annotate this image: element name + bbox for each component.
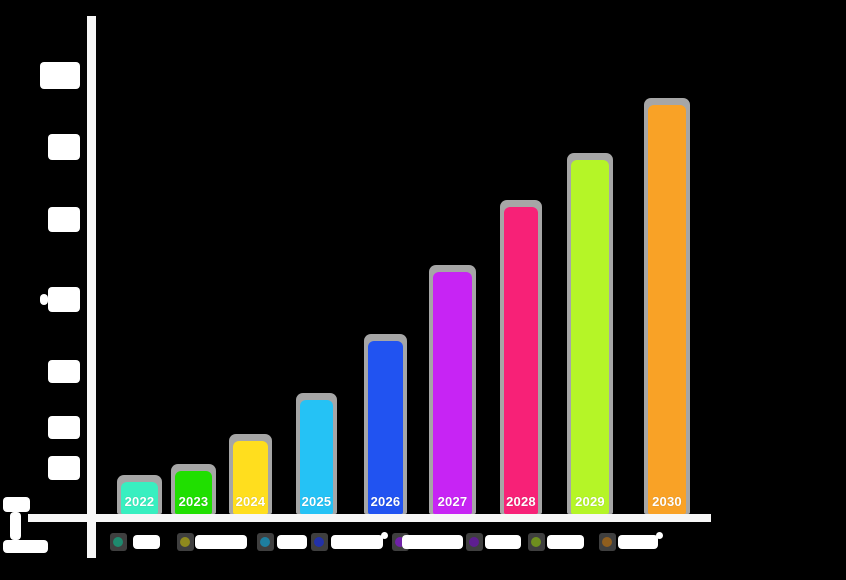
y-tick-label-blob: [48, 360, 80, 383]
legend-dot: [531, 537, 541, 547]
y-tick-label-blob: [48, 456, 80, 480]
y-tick-label-blob: [48, 416, 80, 439]
bar-year-label: 2030: [652, 494, 682, 509]
bar-year-label: 2022: [124, 494, 155, 509]
legend-dot: [260, 537, 270, 547]
bar-year-label: 2026: [370, 494, 401, 509]
legend-label-blob: [485, 535, 521, 549]
bar-2026: [368, 341, 403, 514]
bar-2028: [504, 207, 538, 514]
y-tick-label-tab: [40, 294, 48, 305]
y-axis-unit-label-blob: [3, 497, 30, 512]
legend-label-blob: [133, 535, 160, 549]
bar-2030: [648, 105, 686, 514]
legend-dot: [113, 537, 123, 547]
legend-swatch: [599, 533, 616, 551]
legend-asterisk-blob: [656, 532, 663, 539]
legend-dot: [469, 537, 479, 547]
legend-label-blob: [195, 535, 247, 549]
legend-label-blob: [402, 535, 463, 549]
bar-2023: [175, 471, 212, 514]
bar-year-label: 2024: [235, 494, 266, 509]
bar-year-label: 2027: [437, 494, 468, 509]
bar-year-label: 2025: [301, 494, 332, 509]
legend-label-blob: [331, 535, 383, 549]
legend-dot: [602, 537, 612, 547]
legend-swatch: [466, 533, 483, 551]
bar-year-label: 2023: [178, 494, 209, 509]
legend-asterisk-blob: [381, 532, 388, 539]
bar-2027: [433, 272, 472, 514]
bar-2029: [571, 160, 609, 514]
legend-dot: [395, 537, 405, 547]
x-axis-line: [28, 514, 711, 522]
y-axis-line: [87, 16, 96, 558]
bar-2022: [121, 482, 158, 514]
legend-swatch: [257, 533, 274, 551]
legend-label-blob: [277, 535, 307, 549]
bar-2025: [300, 400, 333, 514]
legend-label-blob: [547, 535, 584, 549]
legend-swatch: [110, 533, 127, 551]
y-tick-label-blob: [40, 62, 80, 89]
legend-swatch: [177, 533, 194, 551]
y-axis-unit-label-blob: [3, 540, 48, 553]
y-tick-label-blob: [48, 287, 80, 312]
y-axis-unit-label-blob: [10, 512, 21, 540]
legend-dot: [180, 537, 190, 547]
bar-year-label: 2029: [575, 494, 605, 509]
legend-label-blob: [618, 535, 658, 549]
y-tick-label-blob: [48, 207, 80, 232]
bar-2024: [233, 441, 268, 514]
legend-dot: [314, 537, 324, 547]
bar-year-label: 2028: [506, 494, 536, 509]
legend-swatch: [311, 533, 328, 551]
legend-swatch: [528, 533, 545, 551]
y-tick-label-blob: [48, 134, 80, 160]
